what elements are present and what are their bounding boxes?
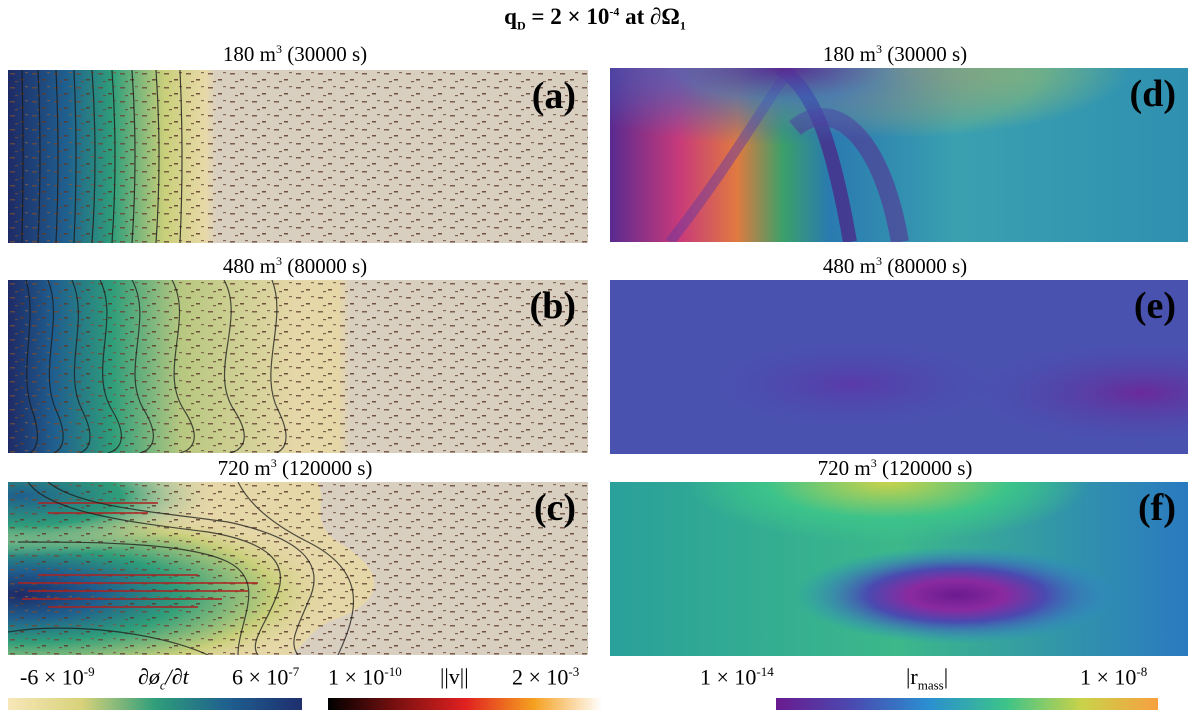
panel-title-d: 180 m3 (30000 s) <box>822 42 968 66</box>
velocity-max-label: 2 × 10-3 <box>512 664 580 690</box>
panel-f-plot <box>610 482 1188 656</box>
residual-min-label: 1 × 10-14 <box>700 664 774 690</box>
panel-d: (d) <box>610 68 1188 242</box>
panel-title-a: 180 m3 (30000 s) <box>222 42 368 66</box>
panel-c-plot <box>8 482 588 655</box>
panel-title-f: 720 m3 (120000 s) <box>817 456 973 480</box>
residual-axis-label: |rmass| <box>906 664 949 693</box>
contour-lines <box>21 70 183 243</box>
porosity-max-label: 6 × 10-7 <box>232 664 300 690</box>
contour-lines <box>25 280 287 453</box>
panel-label-f: (f) <box>1138 487 1176 529</box>
panel-title-c: 720 m3 (120000 s) <box>217 456 373 480</box>
residual-colorbar <box>776 698 1158 710</box>
panel-a: (a) <box>8 70 588 243</box>
porosity-axis-label: ∂øc/∂t <box>138 664 189 693</box>
panel-a-plot <box>8 70 588 243</box>
figure-title: qD = 2 × 10-4 at ∂Ω1 <box>504 4 686 33</box>
velocity-colorbar <box>328 698 602 710</box>
panel-label-e: (e) <box>1133 285 1176 327</box>
residual-max-label: 1 × 10-8 <box>1080 664 1148 690</box>
panel-label-c: (c) <box>533 487 576 529</box>
velocity-axis-label: ||v|| <box>440 664 469 689</box>
porosity-colorbar <box>8 698 302 710</box>
panel-label-d: (d) <box>1129 73 1176 115</box>
panel-label-a: (a) <box>531 75 576 117</box>
velocity-min-label: 1 × 10-10 <box>328 664 402 690</box>
panel-e: (e) <box>610 280 1188 454</box>
panel-label-b: (b) <box>529 285 576 327</box>
panel-c: (c) <box>8 482 588 655</box>
panel-e-plot <box>610 280 1188 454</box>
panel-title-e: 480 m3 (80000 s) <box>822 254 968 278</box>
panel-d-plot <box>610 68 1188 242</box>
contour-lines <box>8 482 355 655</box>
panel-title-b: 480 m3 (80000 s) <box>222 254 368 278</box>
porosity-min-label: -6 × 10-9 <box>20 664 95 690</box>
panel-f: (f) <box>610 482 1188 656</box>
panel-b: (b) <box>8 280 588 453</box>
panel-b-plot <box>8 280 588 453</box>
